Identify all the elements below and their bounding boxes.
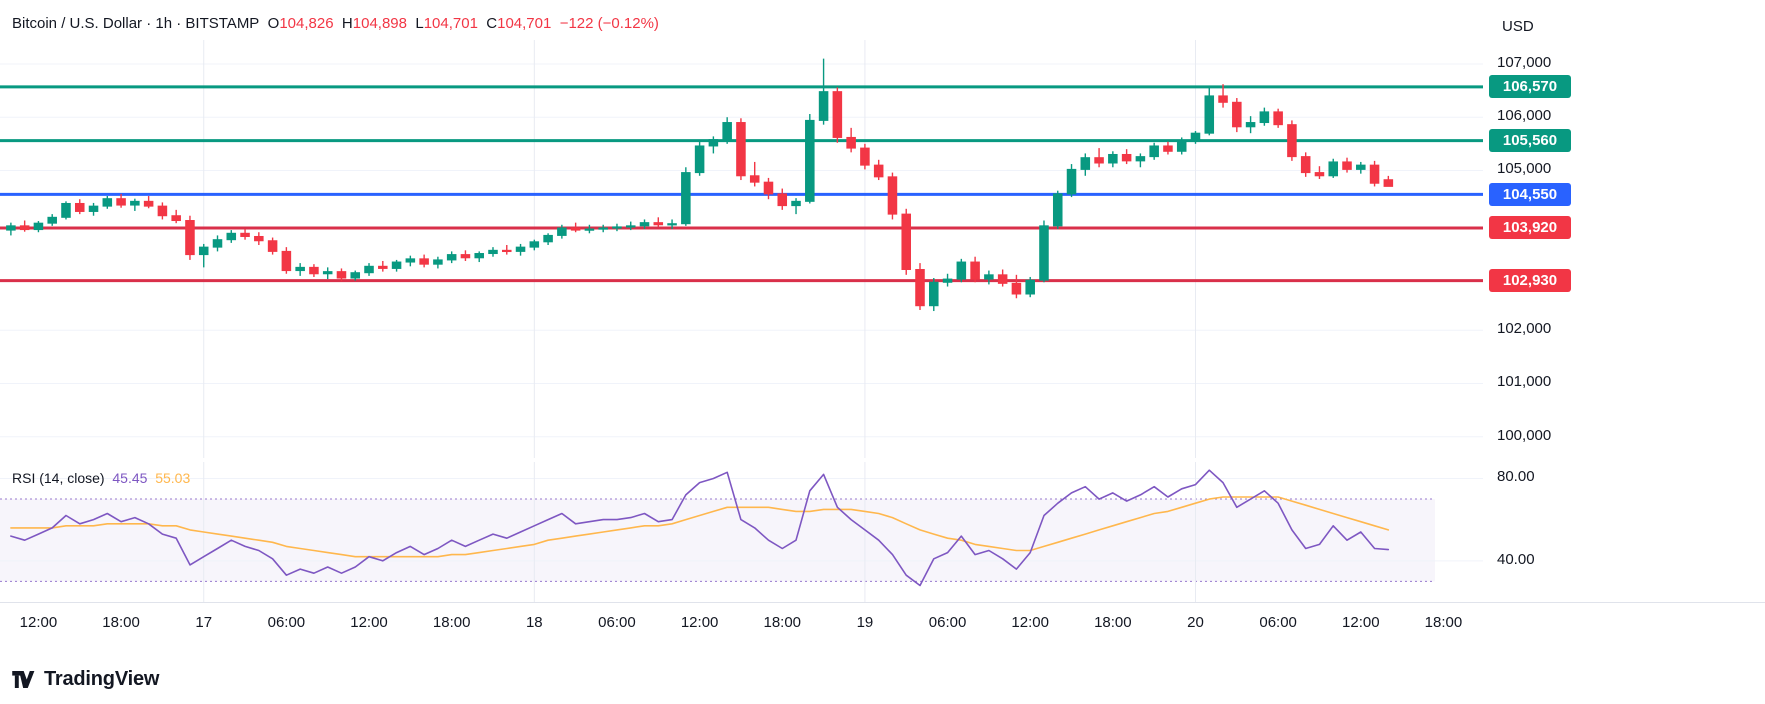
price-tick-label: 106,000 xyxy=(1497,107,1552,125)
price-tick-label: 105,000 xyxy=(1497,160,1552,178)
price-pane[interactable] xyxy=(0,40,1483,458)
high-value: 104,898 xyxy=(352,15,407,32)
interval-label[interactable]: 1h xyxy=(155,15,173,32)
tradingview-logo-icon xyxy=(12,671,35,688)
price-level-tag[interactable]: 105,560 xyxy=(1489,129,1571,153)
time-tick-label: 06:00 xyxy=(267,614,306,631)
change-value: −122 (−0.12%) xyxy=(559,15,659,32)
high-key: H xyxy=(341,15,353,32)
time-tick-label: 20 xyxy=(1187,614,1204,631)
rsi-tick-label: 80.00 xyxy=(1497,468,1535,486)
price-tick-label: 101,000 xyxy=(1497,373,1552,391)
symbol-name[interactable]: Bitcoin / U.S. Dollar xyxy=(12,15,143,32)
rsi-legend: RSI (14, close) 45.45 55.03 xyxy=(12,469,190,487)
chart-legend: Bitcoin / U.S. Dollar · 1h · BITSTAMP O1… xyxy=(12,14,659,34)
rsi-pane[interactable] xyxy=(0,462,1483,602)
time-tick-label: 18:00 xyxy=(1094,614,1132,631)
time-tick-label: 18 xyxy=(525,614,543,631)
time-tick-label: 17 xyxy=(195,614,213,631)
price-tick-label: 102,000 xyxy=(1497,320,1552,338)
time-tick-label: 12:00 xyxy=(350,614,388,631)
time-tick-label: 18:00 xyxy=(763,614,802,631)
price-axis[interactable]: 107,000 106,000 105,000 102,000 101,000 100,0… xyxy=(1483,40,1765,602)
price-level-tag[interactable]: 102,930 xyxy=(1489,269,1571,293)
price-level-tag[interactable]: 104,550 xyxy=(1489,182,1571,206)
time-axis[interactable]: 12:00 18:00 17 06:00 12:00 18:00 18 06:00 12:00 1… xyxy=(0,602,1483,648)
close-value: 104,701 xyxy=(497,15,552,32)
time-tick-label: 18:00 xyxy=(1424,614,1463,631)
time-tick-label: 12:00 xyxy=(680,614,719,631)
price-tick-label: 107,000 xyxy=(1497,53,1552,71)
low-value: 104,701 xyxy=(423,15,478,32)
time-tick-label: 06:00 xyxy=(598,614,636,631)
time-tick-label: 06:00 xyxy=(928,614,967,631)
time-axis-divider xyxy=(0,602,1765,603)
open-key: O xyxy=(267,15,280,32)
open-value: 104,826 xyxy=(279,15,334,32)
time-tick-label: 06:00 xyxy=(1259,614,1297,631)
legend-separator-2: · xyxy=(172,15,186,32)
time-tick-label: 12:00 xyxy=(19,614,58,631)
price-level-tag[interactable]: 106,570 xyxy=(1489,75,1571,99)
close-key: C xyxy=(486,15,498,32)
tradingview-brand-label: TradingView xyxy=(44,668,160,690)
price-tick-label: 100,000 xyxy=(1497,426,1552,444)
price-level-tag[interactable]: 103,920 xyxy=(1489,216,1571,240)
rsi-ma-value: 55.03 xyxy=(155,470,191,486)
legend-separator-1: · xyxy=(142,15,156,32)
time-tick-label: 19 xyxy=(856,614,874,631)
time-tick-label: 12:00 xyxy=(1011,614,1049,631)
rsi-value: 45.45 xyxy=(112,470,148,486)
low-key: L xyxy=(415,15,424,32)
tradingview-watermark[interactable]: TradingView xyxy=(12,668,159,691)
exchange-label[interactable]: BITSTAMP xyxy=(185,15,260,32)
rsi-title[interactable]: RSI (14, close) xyxy=(12,470,105,486)
time-tick-label: 18:00 xyxy=(102,614,140,631)
currency-badge[interactable]: USD xyxy=(1496,16,1540,37)
time-tick-label: 12:00 xyxy=(1342,614,1380,631)
rsi-tick-label: 40.00 xyxy=(1497,550,1535,568)
time-tick-label: 18:00 xyxy=(432,614,471,631)
